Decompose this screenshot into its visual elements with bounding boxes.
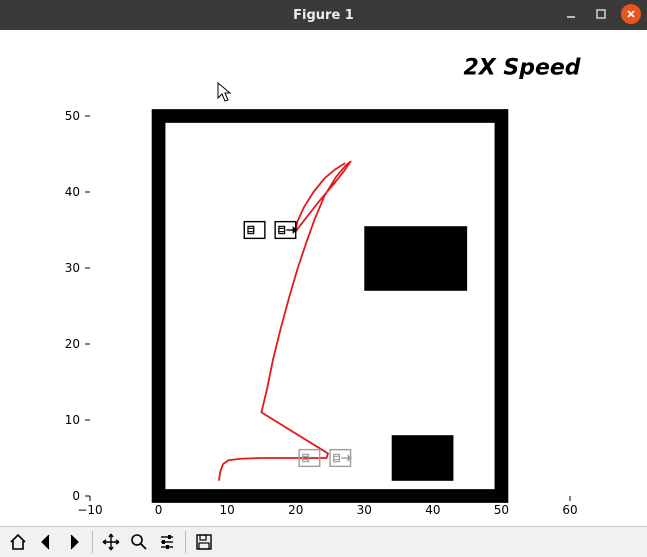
svg-text:0: 0 — [155, 503, 163, 517]
svg-text:10: 10 — [220, 503, 235, 517]
svg-text:20: 20 — [288, 503, 303, 517]
svg-text:−10: −10 — [77, 503, 102, 517]
save-icon — [194, 532, 214, 552]
window-controls — [561, 4, 641, 24]
pan-icon — [101, 532, 121, 552]
svg-text:50: 50 — [65, 109, 80, 123]
zoom-button[interactable] — [125, 529, 153, 555]
matplotlib-toolbar — [0, 526, 647, 557]
svg-text:50: 50 — [494, 503, 509, 517]
toolbar-separator — [185, 531, 186, 553]
svg-text:40: 40 — [425, 503, 440, 517]
speed-annotation: 2X Speed — [463, 56, 580, 81]
back-icon — [36, 532, 56, 552]
mouse-cursor-icon — [217, 82, 233, 108]
subplots-button[interactable] — [153, 529, 181, 555]
sliders-icon — [157, 532, 177, 552]
save-button[interactable] — [190, 529, 218, 555]
minimize-button[interactable] — [561, 4, 581, 24]
svg-text:60: 60 — [562, 503, 577, 517]
pan-button[interactable] — [97, 529, 125, 555]
svg-text:20: 20 — [65, 337, 80, 351]
back-button[interactable] — [32, 529, 60, 555]
toolbar-separator — [92, 531, 93, 553]
forward-icon — [64, 532, 84, 552]
titlebar: Figure 1 — [0, 0, 647, 30]
window-title: Figure 1 — [0, 8, 647, 23]
figure-window: Figure 1 −10010203040506001020304050 2X … — [0, 0, 647, 557]
zoom-icon — [129, 532, 149, 552]
close-button[interactable] — [621, 4, 641, 24]
figure-canvas[interactable]: −10010203040506001020304050 2X Speed — [0, 30, 647, 526]
svg-text:30: 30 — [357, 503, 372, 517]
svg-text:40: 40 — [65, 185, 80, 199]
svg-text:30: 30 — [65, 261, 80, 275]
svg-text:10: 10 — [65, 413, 80, 427]
maximize-button[interactable] — [591, 4, 611, 24]
plot-svg: −10010203040506001020304050 — [0, 30, 647, 526]
svg-text:0: 0 — [72, 489, 80, 503]
home-button[interactable] — [4, 529, 32, 555]
forward-button[interactable] — [60, 529, 88, 555]
home-icon — [8, 532, 28, 552]
